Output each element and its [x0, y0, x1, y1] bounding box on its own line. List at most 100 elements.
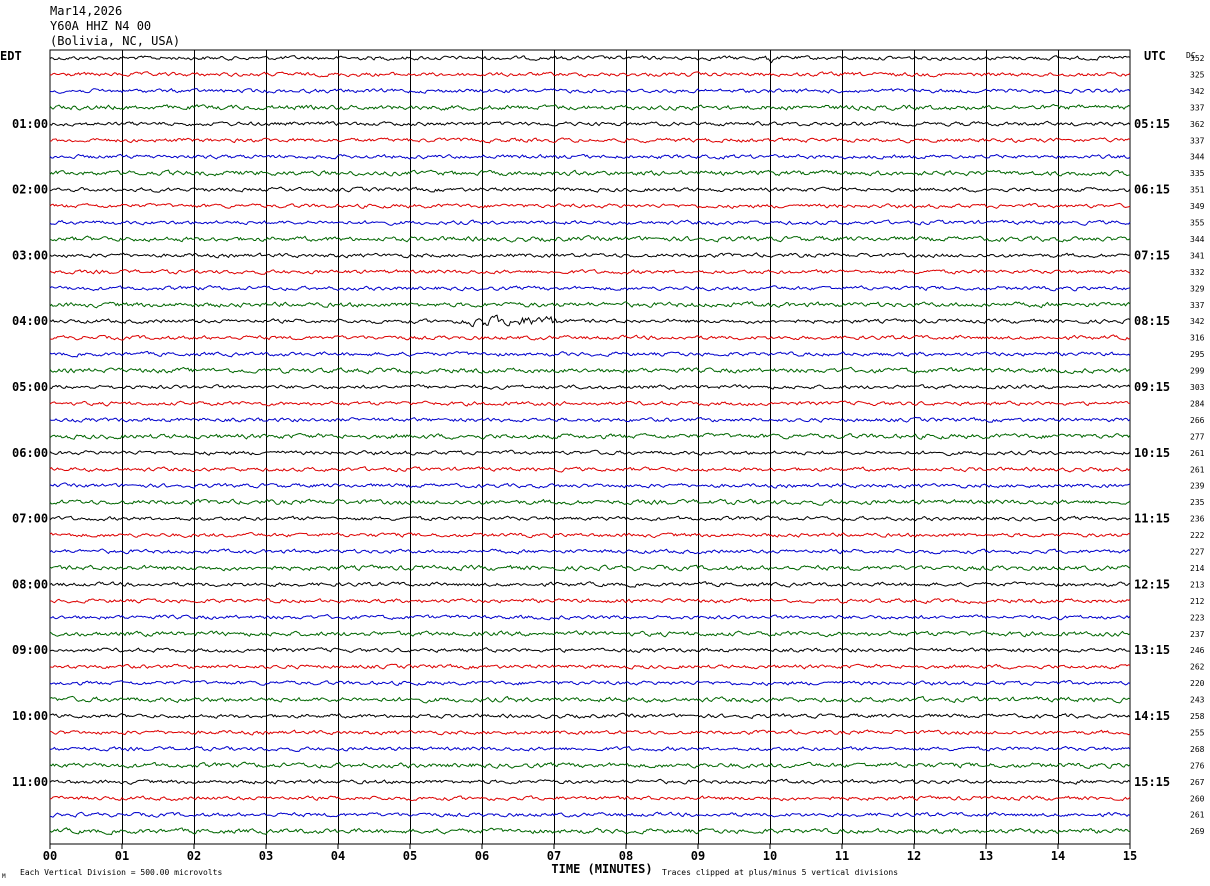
dc-offset: 344	[1190, 235, 1205, 244]
trace-line	[49, 515, 1131, 522]
x-tick-label: 11	[835, 849, 849, 863]
trace-line	[49, 778, 1131, 785]
dc-offset: 243	[1190, 696, 1205, 705]
left-hour-label: 05:00	[12, 380, 48, 394]
dc-offset: 342	[1190, 317, 1205, 326]
trace-line	[49, 55, 1131, 64]
trace-line	[49, 400, 1131, 407]
dc-offset: 284	[1190, 399, 1205, 408]
dc-offset: 262	[1190, 663, 1205, 672]
dc-offset: 362	[1190, 120, 1205, 129]
left-hour-label: 01:00	[12, 117, 48, 131]
dc-offset: 277	[1190, 432, 1205, 441]
trace-line	[49, 301, 1131, 309]
dc-offset: 258	[1190, 712, 1205, 721]
dc-offset: 268	[1190, 745, 1205, 754]
dc-header: DC	[1186, 51, 1196, 60]
trace-line	[49, 268, 1131, 275]
x-tick-label: 14	[1051, 849, 1065, 863]
trace-line	[49, 729, 1131, 736]
left-hour-label: 04:00	[12, 314, 48, 328]
right-hour-label: 15:15	[1134, 775, 1170, 789]
right-hour-label: 06:15	[1134, 183, 1170, 197]
x-tick-label: 01	[115, 849, 129, 863]
x-tick-label: 10	[763, 849, 777, 863]
trace-line	[49, 581, 1131, 588]
trace-line	[49, 202, 1131, 210]
left-hour-label: 08:00	[12, 577, 48, 591]
dc-offset: 212	[1190, 597, 1205, 606]
x-tick-label: 05	[403, 849, 417, 863]
dc-offset: 352	[1190, 54, 1205, 63]
dc-offset: 349	[1190, 202, 1205, 211]
left-hour-label: 10:00	[12, 709, 48, 723]
trace-line	[49, 314, 1131, 328]
trace-line	[49, 695, 1131, 704]
right-hour-label: 05:15	[1134, 117, 1170, 131]
dc-offset: 213	[1190, 580, 1205, 589]
dc-offset: 261	[1190, 449, 1205, 458]
dc-offset: 355	[1190, 219, 1205, 228]
trace-line	[49, 827, 1131, 836]
trace-line	[49, 795, 1131, 802]
dc-offset: 246	[1190, 646, 1205, 655]
trace-line	[49, 712, 1131, 720]
dc-offset: 337	[1190, 301, 1205, 310]
trace-line	[49, 416, 1131, 423]
trace-line	[49, 449, 1131, 457]
dc-offset: 235	[1190, 498, 1205, 507]
dc-offset: 223	[1190, 613, 1205, 622]
dc-offset: 337	[1190, 136, 1205, 145]
dc-offset: 344	[1190, 153, 1205, 162]
trace-line	[49, 548, 1131, 555]
dc-offset: 341	[1190, 251, 1205, 260]
x-axis-label: TIME (MINUTES)	[551, 862, 652, 876]
trace-line	[49, 432, 1131, 440]
x-tick-label: 15	[1123, 849, 1137, 863]
dc-offset: 267	[1190, 778, 1205, 787]
right-hour-label: 13:15	[1134, 643, 1170, 657]
dc-offset: 337	[1190, 103, 1205, 112]
trace-line	[49, 466, 1131, 473]
trace-line	[49, 564, 1131, 572]
trace-line	[49, 761, 1131, 769]
dc-offset: 335	[1190, 169, 1205, 178]
dc-offset: 214	[1190, 564, 1205, 573]
dc-offset: 227	[1190, 548, 1205, 557]
trace-line	[49, 679, 1131, 687]
dc-offset: 295	[1190, 350, 1205, 359]
left-hour-label: 07:00	[12, 512, 48, 526]
dc-offset: 269	[1190, 827, 1205, 836]
header-station: Y60A HHZ N4 00	[50, 19, 152, 33]
trace-line	[49, 252, 1131, 259]
left-hour-label: 02:00	[12, 183, 48, 197]
trace-line	[49, 630, 1131, 638]
right-hour-label: 11:15	[1134, 512, 1170, 526]
trace-line	[49, 350, 1131, 358]
trace-line	[49, 169, 1131, 177]
dc-offset: 351	[1190, 186, 1205, 195]
dc-offset: 260	[1190, 794, 1205, 803]
trace-line	[49, 745, 1131, 753]
trace-line	[49, 531, 1131, 539]
left-hour-label: 09:00	[12, 643, 48, 657]
trace-line	[49, 482, 1131, 489]
trace-line	[49, 498, 1131, 506]
left-hour-label: 06:00	[12, 446, 48, 460]
left-hour-label: 11:00	[12, 775, 48, 789]
header-location: (Bolivia, NC, USA)	[50, 34, 181, 48]
dc-offset: 316	[1190, 334, 1205, 343]
x-tick-label: 00	[43, 849, 57, 863]
dc-offset: 261	[1190, 811, 1205, 820]
plot-frame	[49, 49, 1131, 845]
trace-line	[49, 597, 1131, 605]
dc-offset: 325	[1190, 70, 1205, 79]
trace-line	[49, 103, 1131, 112]
trace-line	[49, 186, 1131, 193]
trace-line	[49, 384, 1131, 391]
trace-line	[49, 153, 1131, 160]
right-hour-label: 14:15	[1134, 709, 1170, 723]
left-tz-label: EDT	[0, 49, 22, 63]
dc-offset: 276	[1190, 761, 1205, 770]
